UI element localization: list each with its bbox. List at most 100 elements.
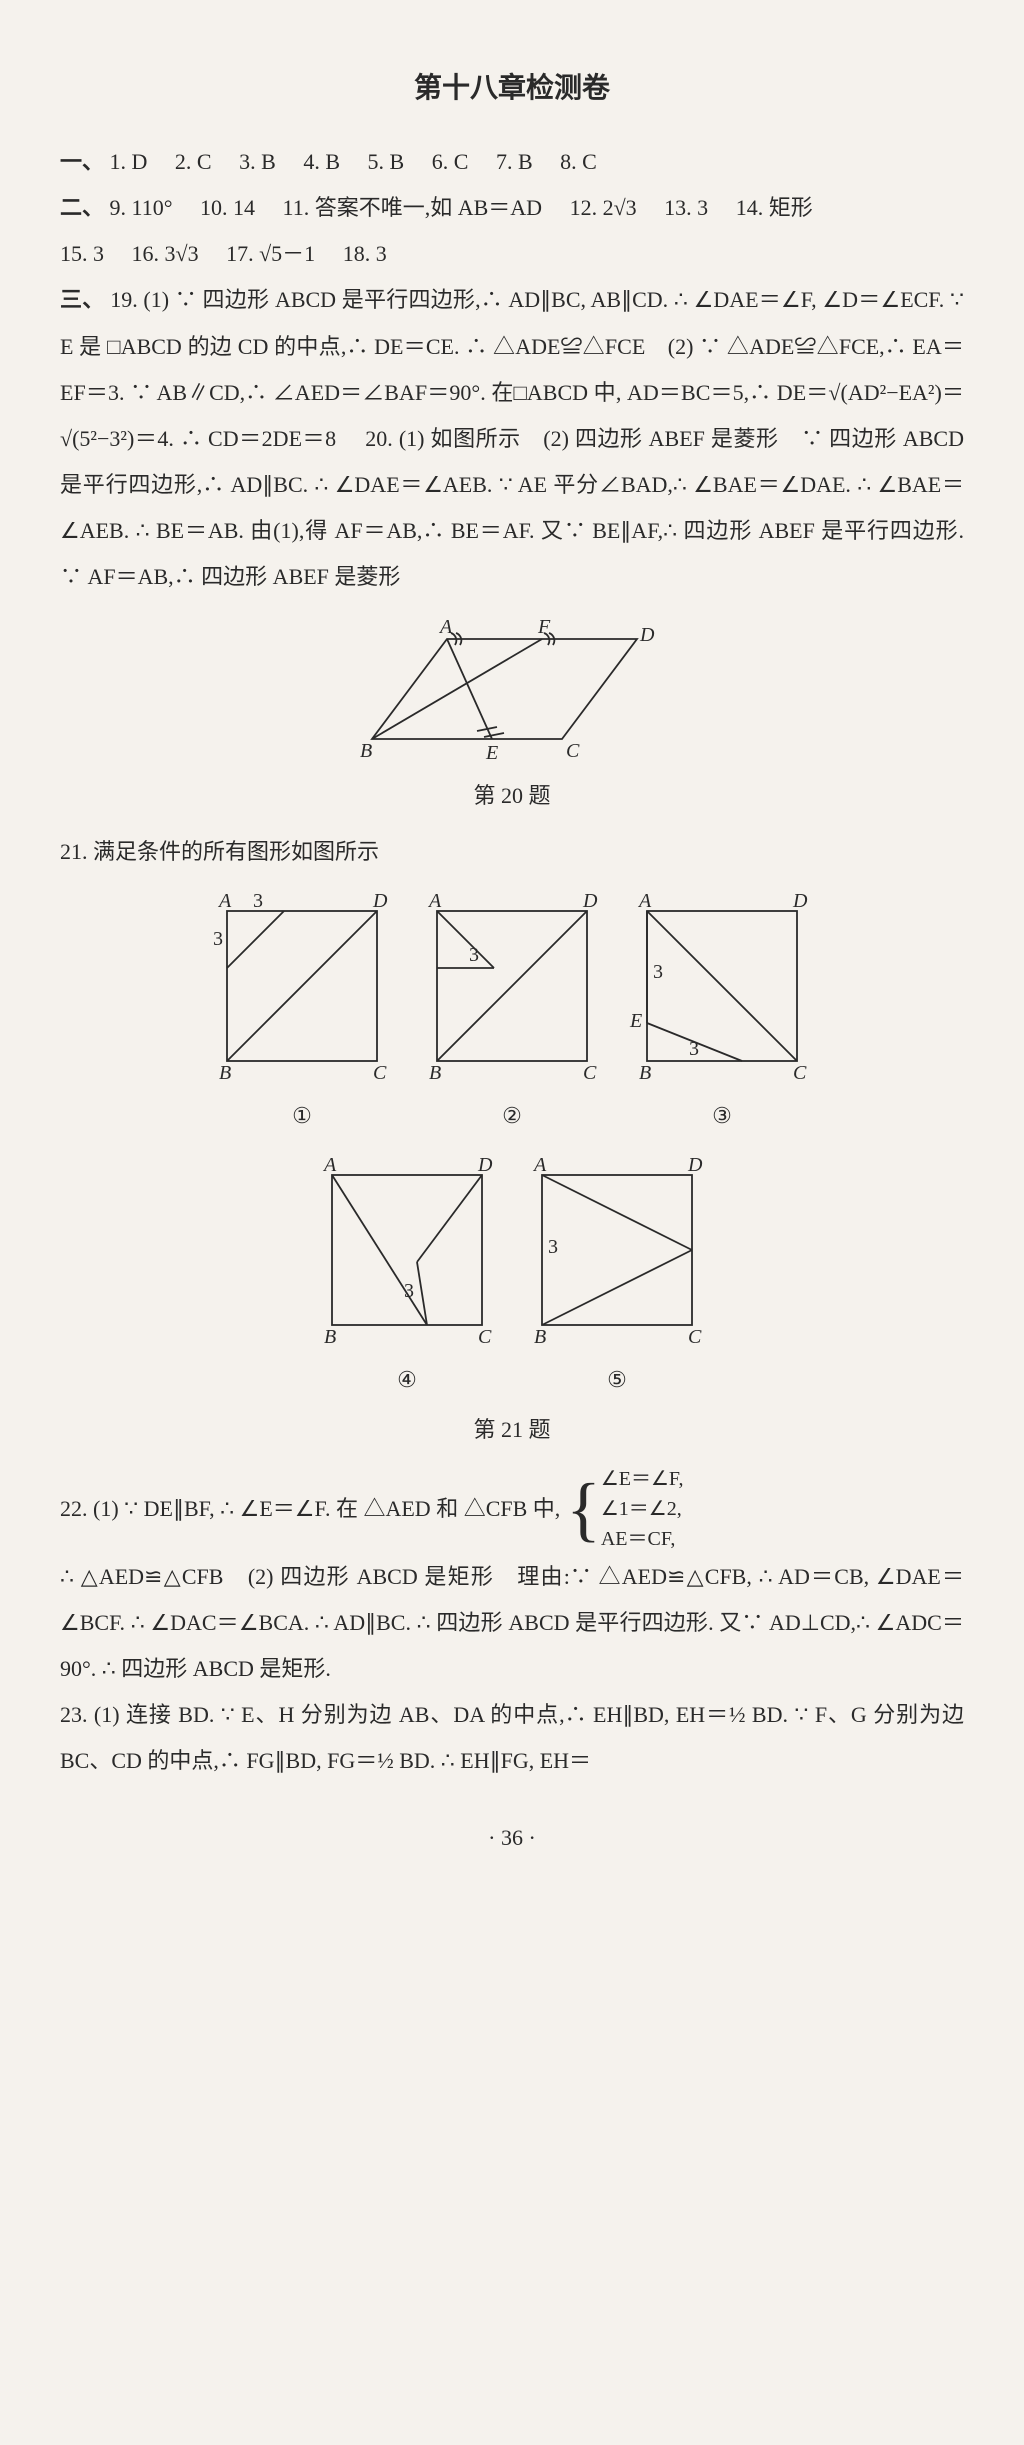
- l-C: C: [688, 1326, 702, 1348]
- q22-text: 22. (1) ∵ DE∥BF, ∴ ∠E＝∠F. 在 △AED 和 △CFB …: [60, 1486, 560, 1532]
- q8a: C: [582, 149, 597, 174]
- q11n: 11.: [283, 195, 310, 220]
- q7n: 7.: [496, 149, 513, 174]
- l-A: A: [532, 1157, 547, 1176]
- figure-21-row2: A D B C 3 ④ A D B: [60, 1157, 964, 1403]
- circ5: ⑤: [522, 1357, 712, 1403]
- circ3: ③: [627, 1093, 817, 1139]
- q1a: D: [132, 149, 148, 174]
- figure-20: A D B C E F: [60, 619, 964, 769]
- l-B: B: [219, 1062, 231, 1084]
- fig21-caption: 第 21 题: [60, 1407, 964, 1453]
- l-C: C: [373, 1062, 387, 1084]
- l-3t: 3: [253, 893, 263, 912]
- fig20-caption: 第 20 题: [60, 773, 964, 819]
- section-3: 三、 19. (1) ∵ 四边形 ABCD 是平行四边形,∴ AD∥BC, AB…: [60, 277, 964, 600]
- q22-part2: ∴ △AED≌△CFB (2) 四边形 ABCD 是矩形 理由:∵ △AED≌△…: [60, 1554, 964, 1693]
- q2n: 2.: [175, 149, 192, 174]
- page-number: · 36 ·: [60, 1815, 964, 1861]
- q23-text: 23. (1) 连接 BD. ∵ E、H 分别为边 AB、DA 的中点,∴ EH…: [60, 1692, 964, 1784]
- q18a: 3: [376, 241, 387, 266]
- q11a: 答案不唯一,如 AB＝AD: [315, 195, 542, 220]
- q17n: 17.: [226, 241, 254, 266]
- q5n: 5.: [368, 149, 385, 174]
- q2a: C: [197, 149, 212, 174]
- l-B: B: [534, 1326, 546, 1348]
- q14n: 14.: [736, 195, 764, 220]
- sec2-label: 二、: [60, 195, 104, 220]
- fig21-4: A D B C 3 ④: [312, 1157, 502, 1403]
- q8n: 8.: [560, 149, 577, 174]
- l-D: D: [687, 1157, 703, 1176]
- l-3a: 3: [653, 961, 663, 983]
- l-3l: 3: [213, 928, 223, 950]
- l-C: C: [793, 1062, 807, 1084]
- l-B: B: [639, 1062, 651, 1084]
- l-3: 3: [404, 1280, 414, 1302]
- q14a: 矩形: [769, 195, 813, 220]
- circ2: ②: [417, 1093, 607, 1139]
- fig20-D: D: [639, 624, 655, 646]
- l-C: C: [583, 1062, 597, 1084]
- l-B: B: [429, 1062, 441, 1084]
- fig21-3: A D B C E 3 3 ③: [627, 893, 817, 1139]
- q17a: √5－1: [259, 241, 315, 266]
- l-E: E: [629, 1010, 642, 1032]
- fig20-A: A: [438, 619, 453, 638]
- fig20-C: C: [566, 740, 580, 762]
- q5a: B: [390, 149, 405, 174]
- l-3: 3: [548, 1236, 558, 1258]
- q9a: 110°: [132, 195, 173, 220]
- l-A: A: [322, 1157, 337, 1176]
- fig20-B: B: [360, 740, 372, 762]
- circ1: ①: [207, 1093, 397, 1139]
- l-C: C: [478, 1326, 492, 1348]
- q18n: 18.: [343, 241, 371, 266]
- l-D: D: [477, 1157, 493, 1176]
- q10n: 10.: [200, 195, 228, 220]
- l-A: A: [427, 893, 442, 912]
- q21-intro: 21. 满足条件的所有图形如图所示: [60, 829, 964, 875]
- q1n: 1.: [110, 149, 127, 174]
- q16a: 3√3: [165, 241, 199, 266]
- l-B: B: [324, 1326, 336, 1348]
- chapter-title: 第十八章检测卷: [60, 60, 964, 119]
- q3a: B: [261, 149, 276, 174]
- q15a: 3: [93, 241, 104, 266]
- fig20-svg: A D B C E F: [352, 619, 672, 769]
- q9n: 9.: [110, 195, 127, 220]
- circ4: ④: [312, 1357, 502, 1403]
- figure-21-row1: A D B C 3 3 ① A: [60, 893, 964, 1139]
- q4a: B: [325, 149, 340, 174]
- q7a: B: [518, 149, 533, 174]
- q22-part1: 22. (1) ∵ DE∥BF, ∴ ∠E＝∠F. 在 △AED 和 △CFB …: [60, 1464, 964, 1554]
- brace-l3: AE＝CF,: [601, 1524, 684, 1554]
- sec1-label: 一、: [60, 149, 104, 174]
- sec3-label: 三、: [60, 287, 104, 312]
- fig20-F: F: [537, 619, 551, 638]
- section-2-line1: 二、 9. 110° 10. 14 11. 答案不唯一,如 AB＝AD 12. …: [60, 185, 964, 231]
- l-3b: 3: [689, 1038, 699, 1060]
- fig21-1: A D B C 3 3 ①: [207, 893, 397, 1139]
- section-2-line2: 15. 3 16. 3√3 17. √5－1 18. 3: [60, 231, 964, 277]
- brace-l2: ∠1＝∠2,: [601, 1494, 684, 1524]
- q4n: 4.: [303, 149, 320, 174]
- l-3: 3: [469, 944, 479, 966]
- l-D: D: [582, 893, 598, 912]
- q13a: 3: [697, 195, 708, 220]
- q13n: 13.: [664, 195, 692, 220]
- q6a: C: [454, 149, 469, 174]
- q10a: 14: [233, 195, 255, 220]
- q12a: 2√3: [603, 195, 637, 220]
- brace-l1: ∠E＝∠F,: [601, 1464, 684, 1494]
- l-D: D: [792, 893, 808, 912]
- q3n: 3.: [239, 149, 256, 174]
- q12n: 12.: [570, 195, 598, 220]
- l-A: A: [217, 893, 232, 912]
- l-D: D: [372, 893, 388, 912]
- section-1: 一、 1. D 2. C 3. B 4. B 5. B 6. C 7. B 8.…: [60, 139, 964, 185]
- q16n: 16.: [132, 241, 160, 266]
- brace-icon: {: [566, 1473, 601, 1545]
- fig21-5: A D B C 3 ⑤: [522, 1157, 712, 1403]
- q6n: 6.: [432, 149, 449, 174]
